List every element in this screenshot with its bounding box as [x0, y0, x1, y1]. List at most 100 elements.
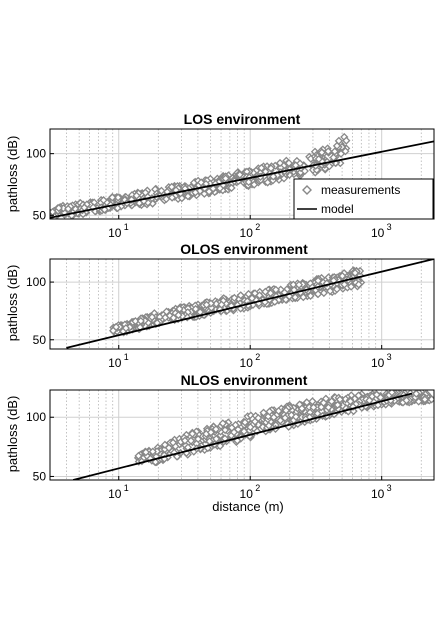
- y-axis-label-olos: pathloss (dB): [5, 265, 20, 342]
- measurement-point: [180, 436, 190, 445]
- legend-label-model: model: [321, 202, 354, 216]
- measurement-point: [195, 186, 205, 196]
- measurement-point: [221, 425, 230, 435]
- legend-box: [293, 178, 434, 220]
- measurement-point: [162, 307, 171, 316]
- measurement-point: [301, 415, 310, 424]
- axes-box: [49, 258, 435, 350]
- measurement-point: [264, 421, 273, 430]
- measurement-point: [244, 289, 253, 299]
- measurement-point: [266, 164, 276, 173]
- measurement-point: [221, 174, 230, 183]
- measurement-point: [211, 425, 221, 434]
- measurement-point: [231, 420, 240, 430]
- measurement-point: [212, 434, 221, 443]
- panel-nlos: NLOS environment pathloss (dB) distance …: [5, 372, 435, 514]
- x-tick-label: 10 3: [371, 222, 392, 240]
- y-tick-label: 50: [33, 208, 47, 222]
- axes-box: [49, 128, 435, 220]
- measurement-point: [332, 285, 342, 294]
- measurement-point: [346, 397, 355, 406]
- y-tick-label: 100: [26, 147, 46, 161]
- measurement-point: [281, 406, 291, 415]
- measurement-point: [186, 436, 196, 445]
- y-axis-label-los: pathloss (dB): [5, 136, 20, 213]
- measurement-point: [402, 396, 411, 405]
- measurement-point: [275, 158, 285, 168]
- measurement-point: [244, 177, 253, 187]
- legend-marker-measurements: [302, 185, 312, 195]
- measurement-point: [250, 417, 260, 426]
- x-tick-label: 10 1: [108, 352, 129, 370]
- x-tick-base: 10: [108, 356, 122, 370]
- measurement-point: [131, 317, 140, 326]
- measurement-point: [341, 147, 350, 156]
- x-tick-base: 10: [240, 356, 254, 370]
- measurement-point: [338, 271, 347, 281]
- measurement-point: [202, 300, 211, 309]
- measurement-point: [136, 316, 145, 326]
- measurement-point: [246, 423, 255, 432]
- measurement-point: [347, 282, 356, 291]
- measurement-point: [64, 204, 73, 213]
- measurement-point: [168, 438, 178, 447]
- x-tick-base: 10: [108, 487, 122, 501]
- x-tick-label: 10 2: [240, 483, 261, 501]
- measurement-point: [250, 289, 260, 298]
- measurement-point: [336, 149, 346, 158]
- measurement-point: [294, 280, 304, 289]
- measurement-point: [121, 324, 131, 333]
- model-line: [72, 392, 413, 480]
- measurement-point: [247, 294, 257, 303]
- measurement-point: [265, 407, 274, 416]
- measurement-point: [112, 322, 121, 332]
- measurement-point: [326, 286, 335, 296]
- x-tick-base: 10: [371, 487, 385, 501]
- measurement-point: [134, 451, 143, 461]
- x-tick-exponent: 1: [124, 352, 129, 362]
- measurement-point: [148, 447, 157, 456]
- x-tick-base: 10: [108, 226, 122, 240]
- measurement-point: [342, 136, 351, 145]
- measurement-point: [297, 404, 307, 413]
- measurement-point: [313, 289, 323, 299]
- measurement-point: [211, 179, 220, 188]
- measurement-point: [299, 293, 308, 302]
- x-tick-exponent: 2: [255, 352, 260, 362]
- measurement-point: [215, 184, 225, 193]
- legend: measurements model: [293, 178, 434, 220]
- measurement-point: [188, 429, 197, 438]
- measurement-point: [354, 391, 363, 400]
- x-tick-exponent: 1: [124, 222, 129, 232]
- axes-box: [49, 389, 435, 481]
- measurement-point: [319, 288, 329, 298]
- measurement-point: [333, 400, 342, 410]
- model-line: [66, 259, 434, 349]
- x-tick-label: 10 2: [240, 352, 261, 370]
- measurement-point: [373, 401, 383, 410]
- measurement-point: [354, 280, 363, 289]
- measurement-point: [291, 293, 300, 302]
- measurement-point: [317, 148, 326, 157]
- measurement-point: [235, 170, 244, 179]
- measurement-point: [113, 193, 123, 202]
- measurement-point: [264, 412, 273, 421]
- measurement-point: [132, 191, 141, 200]
- x-tick-exponent: 2: [255, 483, 260, 493]
- measurement-point: [141, 448, 150, 457]
- measurement-point: [240, 418, 250, 427]
- chart-title-los: LOS environment: [184, 111, 301, 127]
- y-axis-label-nlos: pathloss (dB): [5, 396, 20, 473]
- x-tick-label: 10 3: [371, 483, 392, 501]
- measurement-point: [174, 311, 183, 320]
- y-tick-label: 50: [33, 469, 47, 483]
- measurement-point: [412, 390, 421, 398]
- x-tick-base: 10: [240, 226, 254, 240]
- x-tick-label: 10 1: [108, 483, 129, 501]
- measurement-point: [319, 398, 328, 407]
- measurement-point: [197, 178, 206, 187]
- measurement-point: [239, 427, 249, 436]
- measurement-point: [236, 291, 245, 300]
